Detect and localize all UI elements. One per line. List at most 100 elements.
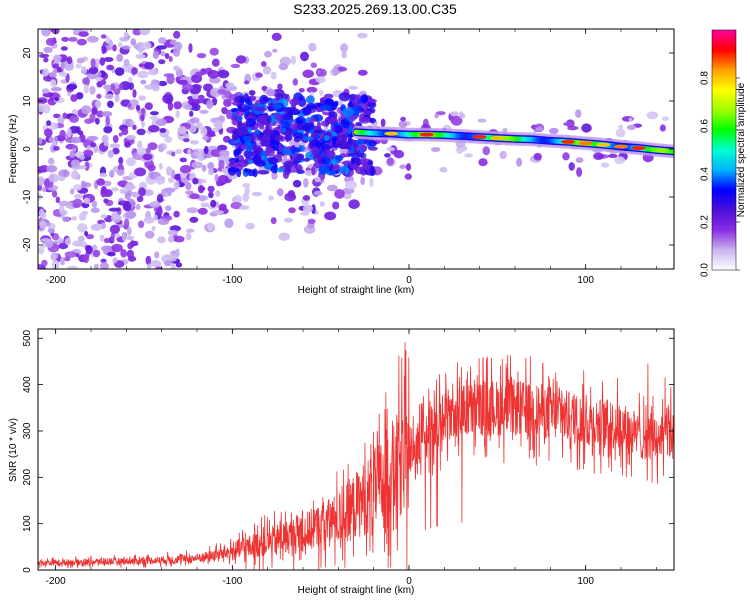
spectrogram-cell (303, 178, 309, 188)
spectrogram-cell (138, 63, 145, 68)
spectrogram-cell (262, 128, 274, 136)
spectrogram-cell (173, 210, 180, 218)
spectrogram-cell (70, 94, 78, 102)
spectrogram-cell (331, 137, 337, 146)
x-tick-label: 100 (577, 576, 594, 587)
spectrogram-cell (282, 113, 292, 121)
colorbar: 0.0 0.2 0.4 0.6 0.8 Normalized spectral ampl… (700, 29, 747, 277)
spectrogram-cell (50, 86, 62, 92)
spectrogram-cell (233, 148, 241, 156)
spectrogram-cell (292, 132, 304, 139)
spectrogram-cell (139, 29, 151, 36)
y-tick-label: 10 (22, 95, 33, 107)
y-tick-label: 100 (22, 515, 33, 532)
spectrogram-cell (356, 138, 365, 145)
spectrogram-cell (282, 93, 288, 100)
spectrogram-cell (189, 216, 199, 223)
spectrogram-cell (135, 203, 141, 211)
spectrogram-cell (84, 118, 93, 124)
spectrogram-cell (562, 152, 570, 161)
spectrogram-cell (172, 47, 181, 57)
spectrogram-cell (142, 41, 152, 50)
y-tick-label: -10 (22, 189, 33, 204)
spectrogram-cell (66, 128, 72, 138)
spectrogram-cell (183, 104, 193, 110)
y-tick-label: 0 (22, 146, 33, 152)
spectrogram-cell (190, 140, 199, 145)
spectrogram-cell (90, 58, 96, 69)
spectrogram-x-ticks: -200 -100 0 100 (46, 29, 657, 286)
spectrogram-cell (144, 230, 155, 239)
spectrogram-cell (192, 177, 199, 185)
spectrogram-cell (229, 159, 236, 166)
spectrogram-cell (108, 207, 121, 212)
spectrogram-cell (58, 200, 70, 206)
spectrogram-cell (152, 84, 160, 92)
spectrogram-cell (319, 104, 332, 111)
x-tick-label: 0 (406, 275, 412, 286)
spectrogram-cell (208, 191, 214, 199)
spectrogram-cell (328, 169, 336, 175)
spectrogram-cell (149, 115, 159, 121)
spectrogram-cell (92, 249, 101, 258)
spectrogram-cell (56, 67, 62, 73)
spectrogram-cell (52, 63, 60, 69)
spectrogram-cell (91, 200, 98, 208)
spectrogram-cell (101, 44, 106, 55)
spectrogram-cell (248, 159, 253, 165)
spectrogram-cell (196, 122, 203, 130)
spectrogram-cell (211, 58, 220, 67)
spectrogram-cell (54, 97, 60, 102)
spectrogram-cell (143, 216, 155, 224)
spectrogram-cell (243, 149, 254, 159)
ridge-peak (614, 144, 628, 149)
spectrogram-cell (329, 163, 334, 172)
spectrogram-cell (301, 122, 311, 132)
spectrogram-cell (100, 258, 107, 263)
spectrogram-cell (197, 94, 205, 101)
spectrogram-cell (121, 45, 131, 50)
spectrogram-cell (144, 147, 151, 154)
spectrogram-cell (50, 79, 57, 88)
spectrogram-cell (38, 137, 43, 145)
spectrogram-cell (334, 125, 343, 134)
spectrogram-cell (239, 205, 250, 210)
spectrogram-cell (369, 177, 374, 188)
spectrogram-cell (308, 117, 316, 123)
spectrogram-cell (99, 57, 106, 66)
spectrogram-cell (48, 136, 54, 143)
spectrogram-cell (199, 195, 206, 202)
spectrogram-cell (106, 64, 114, 71)
spectrogram-cell (73, 184, 83, 191)
spectrogram-cell (137, 70, 149, 79)
spectrogram-cell (71, 216, 77, 221)
spectrogram-cell (148, 124, 160, 133)
spectrogram-cell (43, 57, 49, 63)
spectrogram-cell (348, 85, 359, 90)
spectrogram-cell (130, 38, 137, 46)
spectrogram-cell (231, 132, 239, 141)
spectrogram-cell (204, 145, 209, 155)
spectrogram-cell (344, 180, 357, 190)
spectrogram-cell (357, 32, 368, 39)
spectrogram-cell (70, 188, 75, 195)
spectrogram-cell (70, 170, 80, 180)
spectrogram-cell (122, 201, 132, 212)
spectrogram-cell (459, 113, 466, 119)
spectrogram-cell (280, 120, 291, 130)
spectrogram-cell (147, 263, 152, 269)
spectrogram-cell (137, 44, 144, 54)
spectrogram-cell (311, 146, 319, 156)
x-tick-label: -200 (46, 275, 66, 286)
spectrogram-cell (67, 265, 78, 269)
spectrogram-cell (284, 217, 293, 223)
spectrogram-cell (131, 67, 138, 75)
spectrogram-cell (230, 63, 241, 69)
spectrogram-cell (285, 135, 290, 143)
spectrogram-cell (82, 77, 90, 85)
spectrogram-cell (66, 56, 73, 65)
spectrogram-cell (164, 136, 173, 143)
spectrogram-cell (167, 229, 179, 236)
spectrogram-cell (478, 158, 488, 167)
spectrogram-cell (179, 157, 187, 163)
